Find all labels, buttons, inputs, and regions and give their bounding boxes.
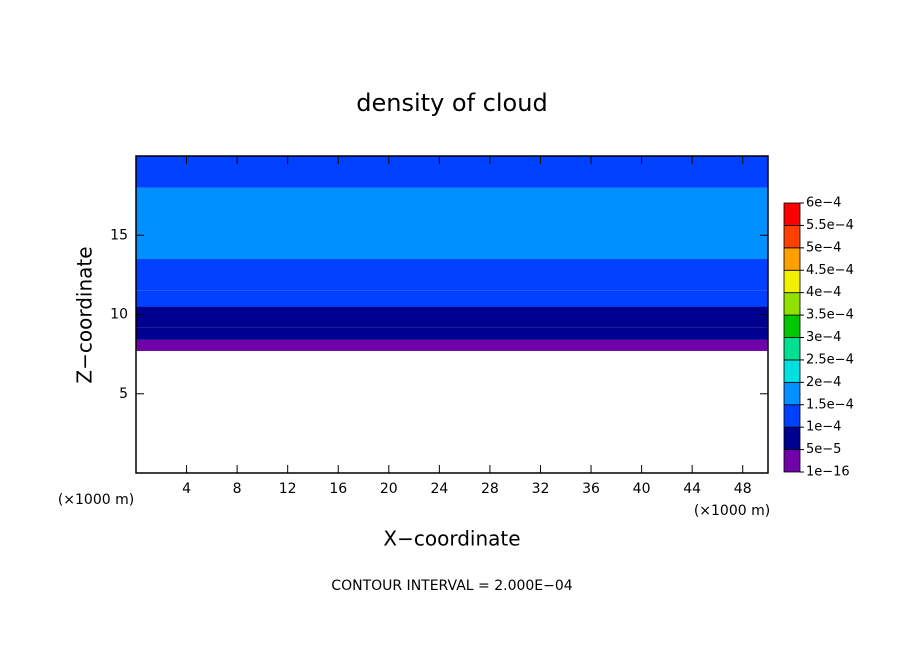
- contour-band: [136, 187, 768, 260]
- colorbar-label: 1e−4: [806, 420, 841, 435]
- colorbar-box: [783, 404, 801, 428]
- contour-band: [136, 306, 768, 328]
- colorbar-box: [783, 269, 801, 294]
- x-tick-label: 12: [279, 481, 297, 497]
- colorbar-box: [783, 292, 801, 316]
- x-tick-label: 36: [582, 481, 600, 497]
- colorbar-label: 5e−4: [806, 240, 841, 255]
- x-axis-label: X−coordinate: [383, 527, 520, 551]
- x-tick-label: 16: [329, 481, 347, 497]
- chart-title: density of cloud: [356, 89, 547, 117]
- contour-band: [136, 290, 768, 307]
- x-tick-label: 40: [633, 481, 651, 497]
- colorbar-box: [783, 225, 801, 249]
- colorbar-box: [783, 202, 801, 226]
- colorbar-label: 1.5e−4: [806, 397, 854, 412]
- colorbar-label: 2e−4: [806, 375, 841, 390]
- x-tick-label: 4: [182, 481, 191, 497]
- colorbar-label: 3e−4: [806, 330, 841, 345]
- x-tick-label: 32: [532, 481, 550, 497]
- colorbar-label: 3.5e−4: [806, 308, 854, 323]
- x-tick-label: 28: [481, 481, 499, 497]
- contour-note: CONTOUR INTERVAL = 2.000E−04: [331, 578, 572, 594]
- colorbar-label: 2.5e−4: [806, 352, 854, 367]
- y-tick-label: 15: [110, 227, 128, 243]
- x-tick-label: 20: [380, 481, 398, 497]
- colorbar-box: [783, 359, 801, 383]
- x-tick-label: 24: [430, 481, 448, 497]
- contour-band: [136, 327, 768, 340]
- colorbar-box: [783, 426, 801, 450]
- colorbar-label: 1e−16: [806, 465, 850, 480]
- y-tick-label: 10: [110, 307, 128, 323]
- colorbar-box: [783, 314, 801, 338]
- colorbar-label: 4e−4: [806, 285, 841, 300]
- colorbar-box: [783, 381, 801, 406]
- y-unit-label: (×1000 m): [58, 492, 134, 508]
- contour-band: [136, 156, 768, 188]
- colorbar-box: [783, 337, 801, 361]
- x-tick-label: 44: [683, 481, 701, 497]
- colorbar-label: 5e−5: [806, 442, 841, 457]
- y-tick-label: 5: [119, 386, 128, 402]
- colorbar-label: 5.5e−4: [806, 218, 854, 233]
- contour-band: [136, 259, 768, 291]
- colorbar-label: 4.5e−4: [806, 263, 854, 278]
- x-tick-label: 8: [233, 481, 242, 497]
- x-unit-label: (×1000 m): [694, 503, 770, 519]
- colorbar-box: [783, 449, 801, 473]
- colorbar-label: 6e−4: [806, 196, 841, 211]
- contour-band: [136, 339, 768, 351]
- colorbar-box: [783, 247, 801, 271]
- y-axis-label: Z−coordinate: [73, 246, 97, 383]
- x-tick-label: 48: [734, 481, 752, 497]
